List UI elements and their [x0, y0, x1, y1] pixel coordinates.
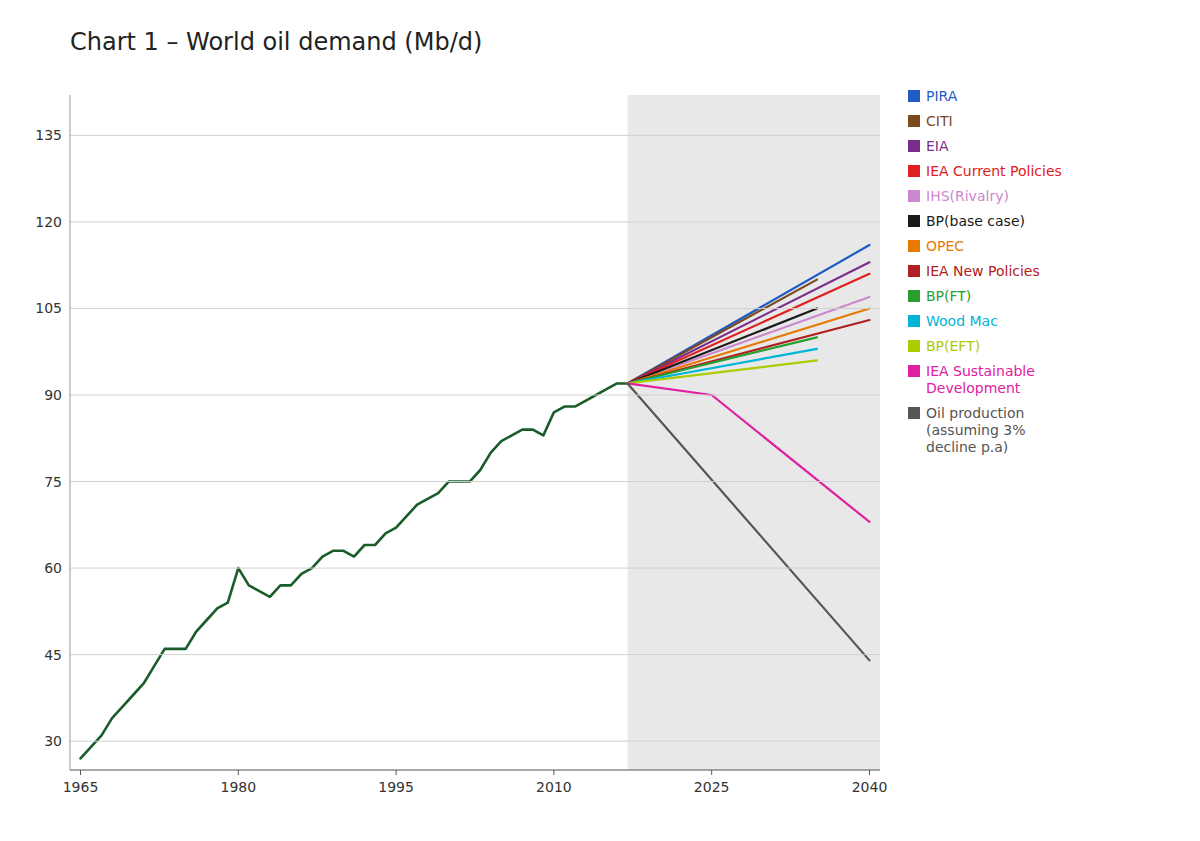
legend-label: Oil production(assuming 3%decline p.a): [926, 405, 1025, 455]
legend-swatch: [908, 290, 920, 302]
series-line: [81, 383, 628, 758]
grid-line: [70, 221, 880, 222]
legend-label: IEA Current Policies: [926, 163, 1062, 179]
legend-label: IEA SustainableDevelopment: [926, 363, 1035, 396]
series-line: [628, 383, 870, 521]
y-tick-label: 75: [44, 474, 62, 490]
series-line: [628, 337, 817, 383]
legend-swatch: [908, 365, 920, 377]
x-tick-label: 1995: [378, 779, 414, 795]
legend-swatch: [908, 265, 920, 277]
grid-line: [70, 395, 880, 396]
grid-line: [70, 741, 880, 742]
series-line: [628, 383, 870, 660]
legend-label: BP(FT): [926, 288, 971, 304]
y-tick-label: 30: [44, 733, 62, 749]
series-line: [628, 360, 817, 383]
x-tick: [711, 770, 712, 775]
grid: [70, 135, 880, 741]
y-tick-label: 60: [44, 560, 62, 576]
legend-swatch: [908, 240, 920, 252]
series-line: [628, 320, 870, 383]
grid-line: [70, 568, 880, 569]
grid-line: [70, 135, 880, 136]
legend-swatch: [908, 140, 920, 152]
x-tick: [869, 770, 870, 775]
series-line: [628, 245, 870, 383]
x-tick: [238, 770, 239, 775]
legend-label: BP(EFT): [926, 338, 980, 354]
series-line: [628, 308, 870, 383]
legend-label: Wood Mac: [926, 313, 998, 329]
y-axis: [70, 95, 71, 770]
legend-swatch: [908, 340, 920, 352]
x-tick: [553, 770, 554, 775]
legend-label: IHS(Rivalry): [926, 188, 1009, 204]
series-line: [628, 349, 817, 384]
legend-swatch: [908, 315, 920, 327]
x-tick-label: 1965: [63, 779, 99, 795]
forecast-shade: [628, 95, 880, 770]
y-tick-label: 45: [44, 647, 62, 663]
x-tick: [80, 770, 81, 775]
legend-swatch: [908, 90, 920, 102]
x-tick-label: 2010: [536, 779, 572, 795]
legend-label: OPEC: [926, 238, 964, 254]
grid-line: [70, 481, 880, 482]
series-line: [628, 280, 817, 384]
chart: Chart 1 – World oil demand (Mb/d) 30 45 60 7…: [0, 0, 1200, 841]
legend-label: IEA New Policies: [926, 263, 1040, 279]
legend-swatch: [908, 407, 920, 419]
x-tick-label: 2025: [694, 779, 730, 795]
y-tick-label: 90: [44, 387, 62, 403]
plot-area: [81, 95, 880, 770]
series-line: [628, 262, 870, 383]
legend-swatch: [908, 115, 920, 127]
legend-swatch: [908, 165, 920, 177]
x-tick-label: 2040: [852, 779, 888, 795]
grid-line: [70, 654, 880, 655]
legend-label: EIA: [926, 138, 949, 154]
series-line: [628, 297, 870, 384]
series-line: [628, 308, 817, 383]
title: Chart 1 – World oil demand (Mb/d): [70, 28, 482, 56]
legend-label: BP(base case): [926, 213, 1025, 229]
y-tick-label: 105: [35, 300, 62, 316]
legend-swatch: [908, 190, 920, 202]
legend-label: PIRA: [926, 88, 958, 104]
grid-line: [70, 308, 880, 309]
x-tick-label: 1980: [220, 779, 256, 795]
legend: PIRA CITI EIA IEA Current Policies IHS(Rival…: [908, 88, 1062, 455]
y-tick-label: 120: [35, 214, 62, 230]
x-axis: [70, 770, 880, 771]
legend-label: CITI: [926, 113, 953, 129]
y-tick-label: 135: [35, 127, 62, 143]
series-line: [628, 274, 870, 384]
x-tick: [396, 770, 397, 775]
legend-swatch: [908, 215, 920, 227]
